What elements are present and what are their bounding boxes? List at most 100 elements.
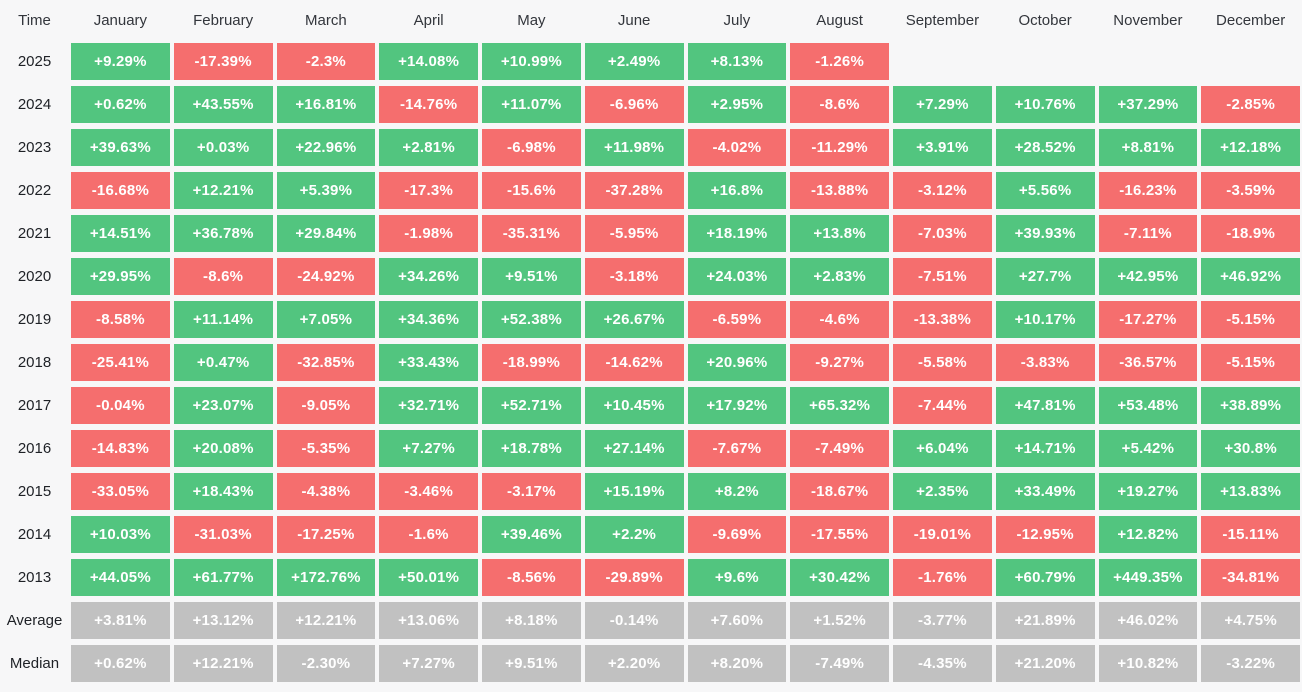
return-cell: -17.55% [790,516,889,553]
return-cell: -17.27% [1098,301,1198,338]
return-cell: +53.48% [1098,387,1198,424]
return-cell: -9.27% [790,344,889,381]
return-cell: -17.25% [276,516,376,553]
return-cell: +12.21% [276,602,376,639]
return-cell: +61.77% [173,559,273,596]
return-cell: -31.03% [173,516,273,553]
return-cell: +46.02% [1098,602,1198,639]
return-cell: +65.32% [790,387,889,424]
return-cell: -32.85% [276,344,376,381]
return-cell: +16.81% [276,86,376,123]
return-cell: +46.92% [1201,258,1300,295]
return-cell: +13.83% [1201,473,1300,510]
return-cell: -2.3% [276,43,376,80]
return-cell: +28.52% [995,129,1095,166]
return-cell: +12.21% [173,645,273,682]
return-cell: +7.27% [379,430,478,467]
return-cell: -3.17% [482,473,581,510]
return-cell: +7.05% [276,301,376,338]
return-cell: +11.07% [482,86,581,123]
return-cell: +24.03% [687,258,787,295]
return-cell: -1.6% [379,516,478,553]
return-cell: -5.15% [1201,301,1300,338]
month-header-march: March [305,11,347,29]
return-cell: +39.93% [995,215,1095,252]
return-cell: +2.35% [893,473,992,510]
return-cell: +5.56% [995,172,1095,209]
return-cell: -1.26% [790,43,889,80]
return-cell: +5.39% [276,172,376,209]
return-cell: -8.6% [790,86,889,123]
return-cell: +10.17% [995,301,1095,338]
return-cell: -7.11% [1098,215,1198,252]
return-cell: -36.57% [1098,344,1198,381]
return-cell: +0.62% [71,645,170,682]
return-cell: -8.56% [482,559,581,596]
row-label-2015: 2015 [17,483,52,500]
return-cell: +32.71% [379,387,478,424]
return-cell: +10.76% [995,86,1095,123]
return-cell: +4.75% [1201,602,1300,639]
return-cell: -6.98% [482,129,581,166]
return-cell: +36.78% [173,215,273,252]
return-cell: -13.88% [790,172,889,209]
row-label-2023: 2023 [17,139,52,156]
return-cell: +10.03% [71,516,170,553]
return-cell: +26.67% [584,301,684,338]
row-label-median: Median [9,655,60,672]
return-cell: -19.01% [893,516,992,553]
return-cell: +10.99% [482,43,581,80]
return-cell: -3.77% [893,602,992,639]
row-label-2024: 2024 [17,96,52,113]
return-cell: +19.27% [1098,473,1198,510]
return-cell: +44.05% [71,559,170,596]
return-cell: +12.82% [1098,516,1198,553]
return-cell: +2.95% [687,86,787,123]
return-cell: -5.35% [276,430,376,467]
return-cell: -5.58% [893,344,992,381]
return-cell: -33.05% [71,473,170,510]
return-cell: -18.9% [1201,215,1300,252]
return-cell: +38.89% [1201,387,1300,424]
return-cell: -14.83% [71,430,170,467]
row-label-2016: 2016 [17,440,52,457]
return-cell: +11.14% [173,301,273,338]
return-cell: -18.99% [482,344,581,381]
return-cell: +449.35% [1098,559,1198,596]
row-label-2022: 2022 [17,182,52,199]
return-cell: -35.31% [482,215,581,252]
month-header-january: January [93,11,148,29]
return-cell: +29.95% [71,258,170,295]
return-cell: +37.29% [1098,86,1198,123]
return-cell: +3.91% [893,129,992,166]
return-cell: +2.20% [584,645,684,682]
month-header-september: September [905,11,980,29]
return-cell: -14.76% [379,86,478,123]
empty-cell [996,43,1095,80]
return-cell: +172.76% [276,559,376,596]
return-cell: -37.28% [584,172,684,209]
return-cell: +7.27% [379,645,478,682]
return-cell: -17.39% [173,43,273,80]
return-cell: -17.3% [379,172,478,209]
row-label-2018: 2018 [17,354,52,371]
month-header-april: April [413,11,444,29]
return-cell: -15.6% [482,172,581,209]
month-header-july: July [723,11,751,29]
month-header-may: May [517,11,546,29]
return-cell: +21.89% [995,602,1095,639]
return-cell: +0.62% [71,86,170,123]
return-cell: -34.81% [1201,559,1300,596]
return-cell: +8.13% [687,43,787,80]
return-cell: +29.84% [276,215,376,252]
return-cell: -8.58% [71,301,170,338]
month-header-february: February [193,11,254,29]
return-cell: -3.46% [379,473,478,510]
return-cell: +10.45% [584,387,684,424]
return-cell: +11.98% [584,129,684,166]
return-cell: -4.35% [893,645,992,682]
return-cell: +8.18% [482,602,581,639]
return-cell: -6.59% [687,301,787,338]
return-cell: +13.8% [790,215,889,252]
